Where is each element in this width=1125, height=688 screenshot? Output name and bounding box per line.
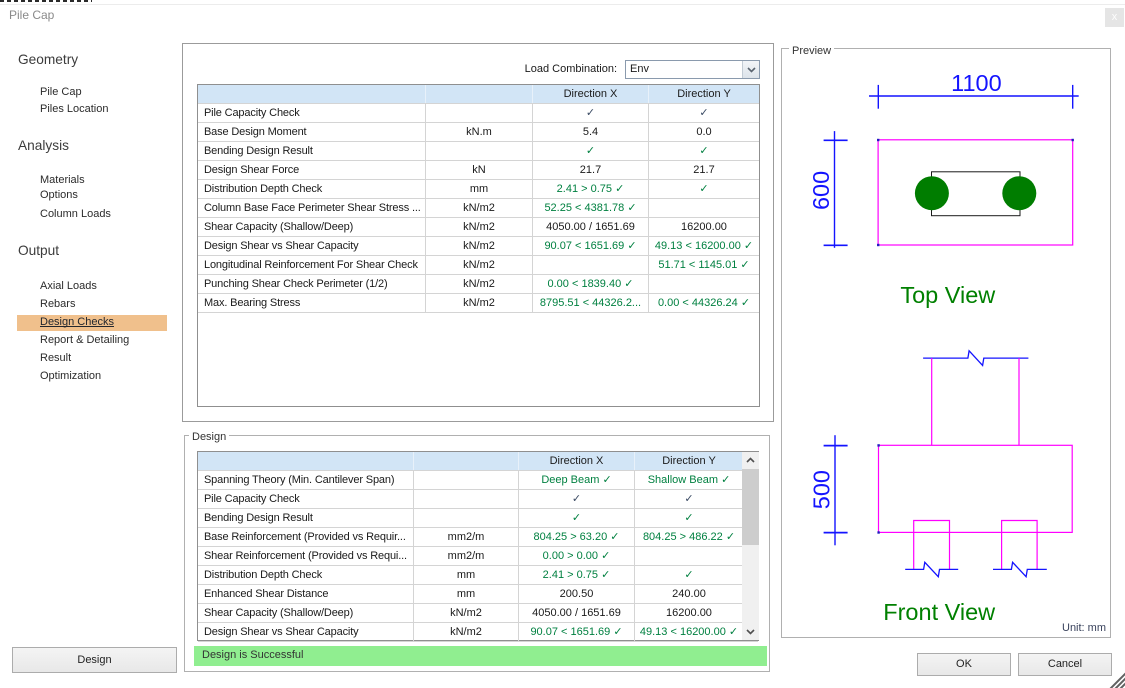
svg-text:500: 500 xyxy=(809,470,835,509)
svg-text:Top View: Top View xyxy=(900,282,996,308)
svg-text:600: 600 xyxy=(808,171,834,210)
svg-text:Front View: Front View xyxy=(883,599,996,625)
svg-text:1100: 1100 xyxy=(951,70,1002,96)
